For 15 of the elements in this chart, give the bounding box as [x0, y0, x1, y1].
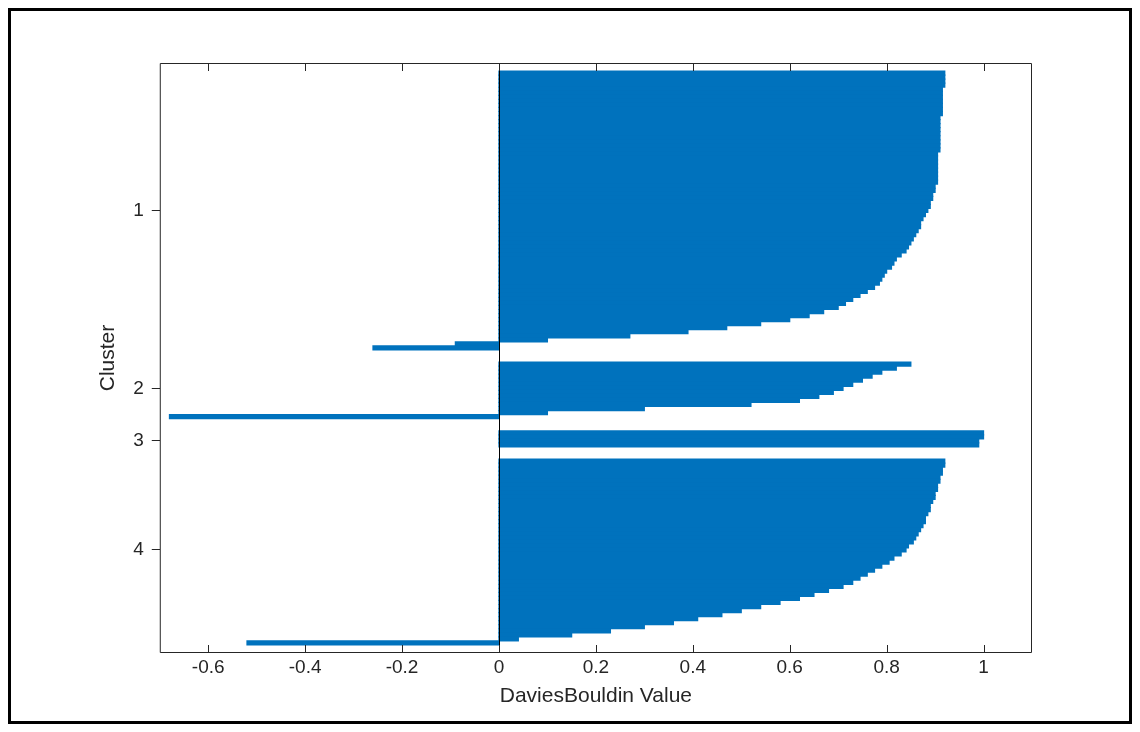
x-tick-label: -0.6	[191, 655, 225, 677]
y-tick-label: 2	[133, 376, 144, 398]
x-tick-label: -0.2	[385, 655, 419, 677]
x-axis-title: DaviesBouldin Value	[499, 683, 692, 707]
x-tick-label: 0	[493, 655, 505, 677]
x-tick-label: 0.2	[582, 655, 610, 677]
y-tick-label: 4	[133, 538, 145, 560]
y-tick-label: 3	[133, 429, 144, 451]
x-tick-label: -0.4	[288, 655, 322, 677]
y-axis-title: Cluster	[95, 324, 119, 392]
x-tick-label: 0.6	[776, 655, 803, 677]
y-tick-label: 1	[133, 198, 144, 220]
x-tick-label: 1	[978, 655, 989, 677]
x-tick-label: 0.4	[679, 655, 707, 677]
x-tick-label: 0.8	[873, 655, 900, 677]
